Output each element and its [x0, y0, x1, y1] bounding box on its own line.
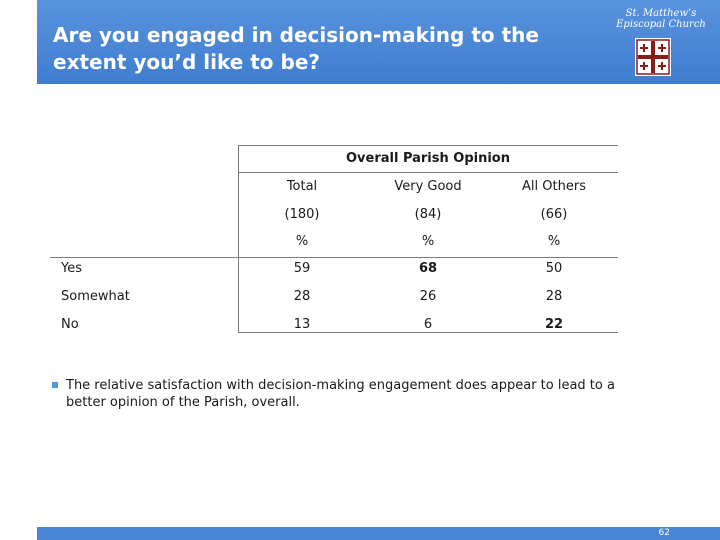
cell-no-total: 13: [293, 317, 311, 332]
cell-somewhat-very-good: 26: [419, 289, 437, 304]
unit-very-good: %: [421, 234, 435, 249]
group-title: Overall Parish Opinion: [345, 151, 510, 166]
footer-bar: 62: [37, 527, 720, 540]
base-total: (180): [284, 207, 320, 222]
table-rule-top: [238, 145, 618, 146]
cell-no-very-good: 6: [423, 317, 433, 332]
cell-yes-very-good: 68: [418, 261, 438, 276]
page-title: Are you engaged in decision-making to th…: [53, 23, 539, 74]
column-header-total: Total: [286, 179, 318, 194]
column-header-very-good: Very Good: [394, 179, 462, 194]
column-header-all-others: All Others: [522, 179, 586, 194]
cell-somewhat-all-others: 28: [545, 289, 563, 304]
table-rule-bottom: [238, 332, 618, 333]
bullet-marker: [52, 382, 58, 388]
logo-text: St. Matthew’s Episcopal Church: [616, 8, 706, 30]
cross-emblem-icon: [635, 38, 671, 76]
table-rule-vertical: [238, 145, 239, 332]
row-label-yes: Yes: [61, 261, 82, 276]
cell-no-all-others: 22: [544, 317, 564, 332]
cell-yes-all-others: 50: [545, 261, 563, 276]
row-label-somewhat: Somewhat: [61, 289, 130, 304]
base-very-good: (84): [414, 207, 442, 222]
base-all-others: (66): [540, 207, 568, 222]
unit-all-others: %: [547, 234, 561, 249]
table-rule-header: [50, 257, 618, 258]
header-bar: [37, 0, 720, 84]
unit-total: %: [295, 234, 309, 249]
cell-somewhat-total: 28: [293, 289, 311, 304]
summary-note: The relative satisfaction with decision-…: [66, 378, 615, 410]
page-number: 62: [658, 528, 670, 538]
header: Are you engaged in decision-making to th…: [0, 0, 720, 110]
row-label-no: No: [61, 317, 79, 332]
cell-yes-total: 59: [293, 261, 311, 276]
table-rule-group: [238, 172, 618, 173]
church-logo: St. Matthew’s Episcopal Church: [606, 8, 716, 84]
